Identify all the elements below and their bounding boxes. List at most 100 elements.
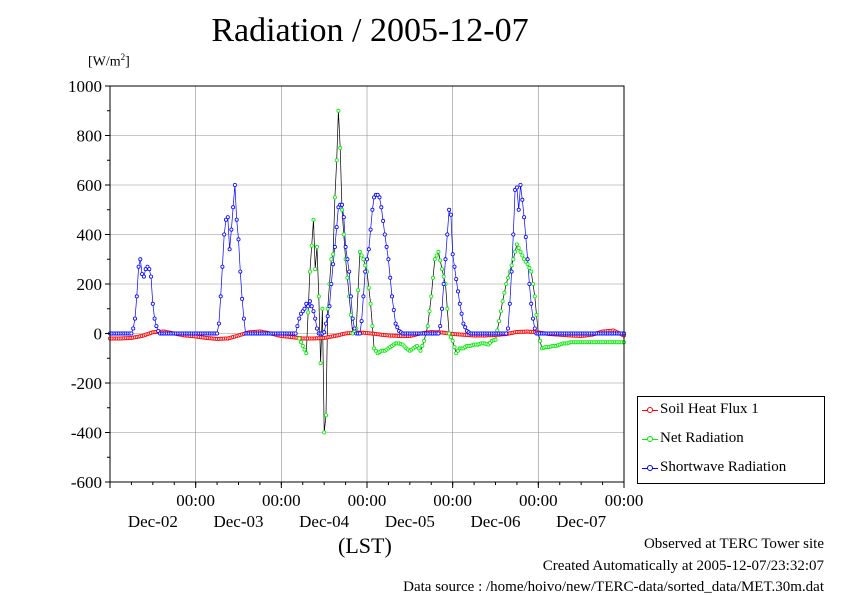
- point-shortwave: [518, 182, 523, 187]
- point-shortwave: [229, 227, 234, 232]
- point-net: [357, 249, 362, 254]
- footer-source: Data source : /home/hoivo/new/TERC-data/…: [403, 579, 824, 595]
- point-shortwave: [532, 326, 537, 331]
- point-shortwave: [379, 205, 384, 210]
- point-net: [329, 257, 334, 262]
- legend-item-soil: Soil Heat Flux 1: [638, 401, 824, 421]
- point-shortwave: [309, 304, 314, 309]
- point-shortwave: [141, 274, 146, 279]
- point-net: [493, 337, 498, 342]
- point-net: [436, 249, 441, 254]
- point-net: [363, 263, 368, 268]
- x-day-label: Dec-05: [385, 512, 435, 531]
- point-shortwave: [441, 281, 446, 286]
- point-net: [341, 232, 346, 237]
- point-shortwave: [505, 326, 510, 331]
- point-net: [370, 324, 375, 329]
- point-net: [427, 309, 432, 314]
- point-net: [504, 281, 509, 286]
- point-shortwave: [323, 321, 328, 326]
- point-shortwave: [388, 275, 393, 280]
- point-net: [497, 319, 502, 324]
- point-net: [309, 243, 314, 248]
- legend-item-net: Net Radiation: [638, 430, 824, 450]
- point-net: [422, 338, 427, 343]
- point-shortwave: [381, 218, 386, 223]
- series-points: [108, 108, 627, 435]
- legend-swatch-net: [642, 436, 658, 442]
- x-tick-label: 00:00: [519, 491, 558, 510]
- point-shortwave: [232, 182, 237, 187]
- point-shortwave: [384, 244, 389, 249]
- point-shortwave: [152, 316, 157, 321]
- point-shortwave: [527, 281, 532, 286]
- point-shortwave: [307, 299, 312, 304]
- point-net: [318, 361, 323, 366]
- point-net: [418, 348, 423, 353]
- point-shortwave: [393, 321, 398, 326]
- point-net: [448, 335, 453, 340]
- point-shortwave: [331, 262, 336, 267]
- point-shortwave: [463, 325, 468, 330]
- point-net: [313, 267, 318, 272]
- point-shortwave: [457, 301, 462, 306]
- point-shortwave: [322, 330, 327, 335]
- point-shortwave: [225, 215, 230, 220]
- y-axis-unit: [W/m2]: [88, 52, 130, 70]
- point-shortwave: [297, 316, 302, 321]
- point-shortwave: [389, 294, 394, 299]
- point-net: [304, 351, 309, 356]
- legend-label-shortwave: Shortwave Radiation: [660, 459, 787, 475]
- x-tick-label: 00:00: [605, 491, 644, 510]
- point-net: [518, 249, 523, 254]
- point-shortwave: [136, 264, 141, 269]
- point-shortwave: [134, 294, 139, 299]
- point-net: [513, 249, 518, 254]
- point-net: [434, 253, 439, 258]
- point-shortwave: [368, 227, 373, 232]
- point-shortwave: [511, 232, 516, 237]
- y-tick-label: -600: [71, 473, 102, 492]
- point-shortwave: [222, 232, 227, 237]
- point-shortwave: [238, 269, 243, 274]
- point-shortwave: [347, 269, 352, 274]
- y-axis: -600 -400 -200 0 200 400 600 800 1000: [68, 77, 110, 492]
- point-shortwave: [450, 252, 455, 257]
- point-shortwave: [306, 304, 311, 309]
- point-shortwave: [339, 202, 344, 207]
- y-tick-label: 800: [77, 127, 103, 146]
- footer-observed: Observed at TERC Tower site: [643, 536, 824, 552]
- y-tick-label: -400: [71, 424, 102, 443]
- point-net: [306, 310, 311, 315]
- point-shortwave: [241, 316, 246, 321]
- point-net: [429, 294, 434, 299]
- x-day-label: Dec-02: [128, 512, 178, 531]
- point-net: [531, 281, 536, 286]
- y-tick-label: 600: [77, 176, 103, 195]
- point-shortwave: [343, 244, 348, 249]
- point-shortwave: [461, 321, 466, 326]
- y-tick-label: 200: [77, 275, 103, 294]
- point-shortwave: [138, 257, 143, 262]
- point-net: [425, 324, 430, 329]
- point-net: [447, 331, 452, 336]
- point-net: [320, 306, 325, 311]
- point-shortwave: [455, 289, 460, 294]
- point-net: [314, 244, 319, 249]
- point-net: [525, 262, 530, 267]
- point-net: [527, 265, 532, 270]
- point-net: [323, 413, 328, 418]
- point-net: [336, 108, 341, 113]
- point-shortwave: [377, 195, 382, 200]
- point-net: [298, 340, 303, 345]
- point-net: [356, 288, 361, 293]
- point-net: [297, 336, 302, 341]
- point-net: [534, 312, 539, 317]
- point-net: [438, 258, 443, 263]
- chart-title: Radiation / 2005-12-07: [211, 12, 529, 49]
- point-net: [345, 275, 350, 280]
- point-net: [505, 275, 510, 280]
- x-tick-label: 00:00: [176, 491, 215, 510]
- point-shortwave: [154, 324, 159, 329]
